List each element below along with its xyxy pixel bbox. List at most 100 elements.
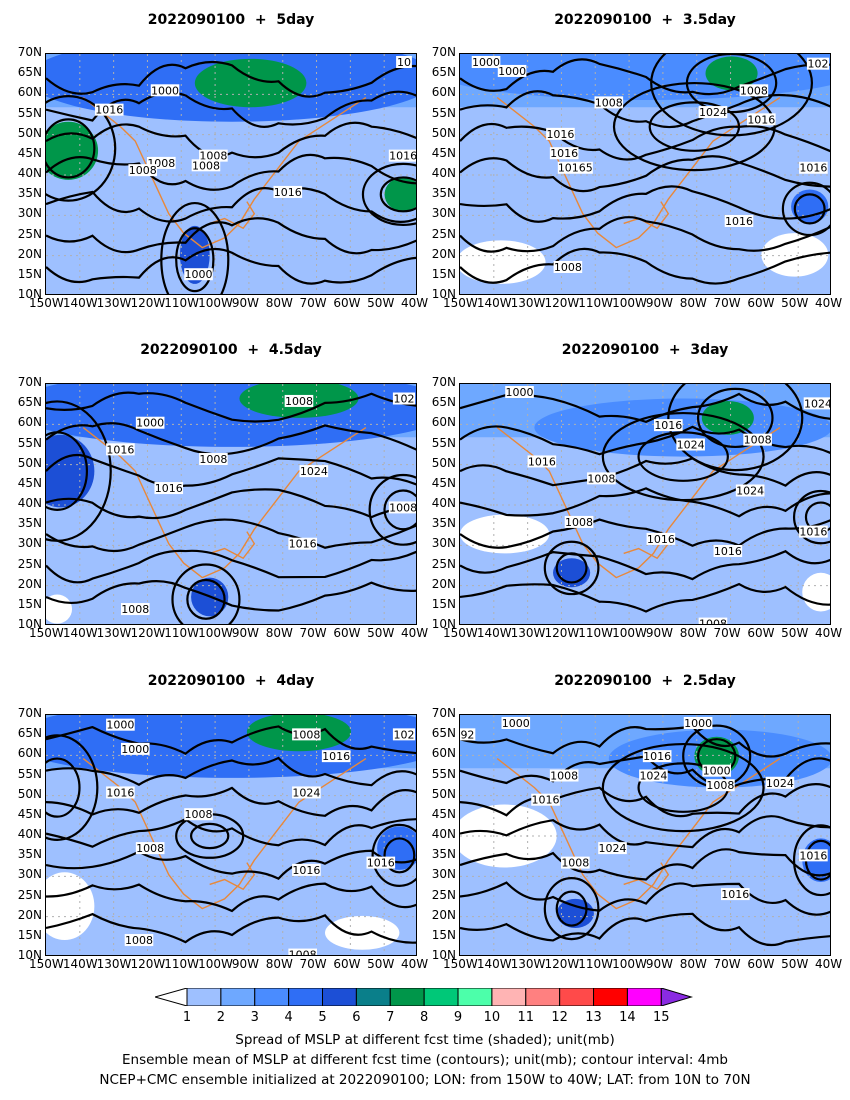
contour-label: 1024 <box>292 786 321 799</box>
colorbar-segment <box>559 988 595 1006</box>
closed-isobar <box>171 563 241 624</box>
map-panel: 1000 1000 1016 1008 1008 1016 1024 1008 1016 1016… <box>45 714 417 956</box>
panel-title: 2022090100 + 4day <box>147 673 315 689</box>
isobar-contour <box>460 58 830 96</box>
contour-label: 1024 <box>765 776 795 790</box>
contour-label: 1008 <box>120 603 150 616</box>
svg-text:1024: 1024 <box>699 106 727 119</box>
colorbar-label: 5 <box>318 1010 327 1025</box>
y-tick-label: 40N <box>431 827 456 841</box>
y-tick-label: 35N <box>17 186 42 201</box>
colorbar-label: 2 <box>216 1010 226 1025</box>
panel-title: 2022090100 + 5day <box>147 12 315 28</box>
closed-isobar <box>781 181 830 237</box>
x-tick-label: 100W <box>198 296 233 310</box>
x-tick-label: 110W <box>164 296 200 310</box>
contour-label: 1008 <box>184 808 213 821</box>
x-tick-label: 130W <box>510 626 546 640</box>
svg-text:1008: 1008 <box>125 934 153 947</box>
y-tick-label: 20N <box>431 246 456 261</box>
contour-label: 1008 <box>388 501 416 514</box>
closed-isobar <box>792 489 830 545</box>
isobar-contour <box>46 549 416 584</box>
x-tick-label: 130W <box>510 296 546 310</box>
svg-text:1024: 1024 <box>292 786 320 799</box>
y-tick-label: 55N <box>431 435 456 450</box>
svg-text:1008: 1008 <box>699 618 727 624</box>
isobar-contour <box>46 247 416 285</box>
svg-text:102: 102 <box>394 728 415 741</box>
x-tick-label: 80W <box>679 626 707 640</box>
contour-label: 1016 <box>799 525 828 539</box>
svg-text:1016: 1016 <box>799 526 827 539</box>
colorbar-segment <box>423 988 459 1006</box>
svg-text:1008: 1008 <box>550 770 578 783</box>
spread-shading <box>705 56 758 91</box>
closed-isobar <box>667 384 804 472</box>
svg-text:1016: 1016 <box>647 533 675 546</box>
svg-text:1016: 1016 <box>106 786 134 799</box>
map-plot: 1000 1016 1016 1024 1008 1024 1008 1008 1016 1016… <box>460 384 830 624</box>
svg-text:1000: 1000 <box>121 743 149 756</box>
svg-text:1008: 1008 <box>129 164 157 177</box>
contour-label: 1000 <box>106 718 135 732</box>
y-tick-label: 65N <box>431 726 456 741</box>
colorbar-segment <box>254 988 290 1006</box>
x-tick-label: 40W <box>815 626 843 640</box>
y-tick-label: 20N <box>17 576 42 591</box>
closed-isobar <box>189 822 230 850</box>
x-tick-label: 130W <box>96 296 132 310</box>
contour-label: 1016 <box>720 888 750 901</box>
x-tick-label: 80W <box>265 626 293 640</box>
colorbar-segment <box>626 988 662 1006</box>
y-tick-label: 65N <box>17 65 42 80</box>
y-tick-label: 70N <box>17 706 42 720</box>
svg-text:1024: 1024 <box>677 439 705 452</box>
contour-label: 1008 <box>288 948 317 955</box>
x-tick-label: 110W <box>164 957 200 971</box>
x-tick-label: 80W <box>679 957 707 971</box>
y-tick-label: 60N <box>17 85 42 100</box>
contour-label: 1008 <box>594 96 624 109</box>
contour-label: 1000 <box>683 717 713 730</box>
spread-shading <box>46 434 95 508</box>
contour-label: 1016 <box>273 185 303 199</box>
closed-isobar <box>46 400 112 542</box>
isobar-contour <box>46 882 416 913</box>
colorbar-segment <box>220 988 256 1006</box>
isobar-contour <box>460 155 830 193</box>
isobar-contour <box>460 912 830 947</box>
x-tick-label: 60W <box>333 957 361 971</box>
isobar-contour <box>460 457 830 487</box>
y-tick-label: 50N <box>431 125 456 140</box>
svg-text:1008: 1008 <box>587 472 615 485</box>
y-tick-label: 30N <box>17 536 42 551</box>
x-tick-label: 90W <box>645 957 674 971</box>
colorbar-segment <box>389 988 425 1006</box>
y-tick-label: 15N <box>431 596 456 611</box>
contour-label: 1024 <box>299 465 329 478</box>
y-tick-label: 45N <box>17 806 42 821</box>
contour-label: 1024 <box>698 106 728 119</box>
colorbar-label: 8 <box>420 1010 429 1025</box>
y-tick-label: 60N <box>431 415 456 430</box>
contour-label: 1000 <box>497 64 527 78</box>
y-tick-label: 60N <box>17 746 42 761</box>
panel-title: 2022090100 + 4.5day <box>140 342 322 358</box>
y-tick-label: 60N <box>17 415 42 430</box>
svg-text:1008: 1008 <box>121 603 149 616</box>
panel-title: 2022090100 + 2.5day <box>554 673 736 689</box>
x-tick-label: 70W <box>713 957 741 971</box>
closed-isobar <box>160 201 230 294</box>
map-panel: 1000 1000 92 1008 1016 1024 1016 1000 1008 1024 10… <box>459 714 831 956</box>
svg-text:1000: 1000 <box>684 717 712 730</box>
colorbar-label: 10 <box>483 1010 501 1025</box>
coastline <box>209 531 256 560</box>
isobar-contour <box>46 153 416 191</box>
colorbar-segment <box>322 988 357 1006</box>
closed-isobar <box>383 489 416 531</box>
coastline <box>623 201 670 230</box>
y-tick-label: 30N <box>431 536 456 551</box>
svg-text:1000: 1000 <box>185 268 213 281</box>
